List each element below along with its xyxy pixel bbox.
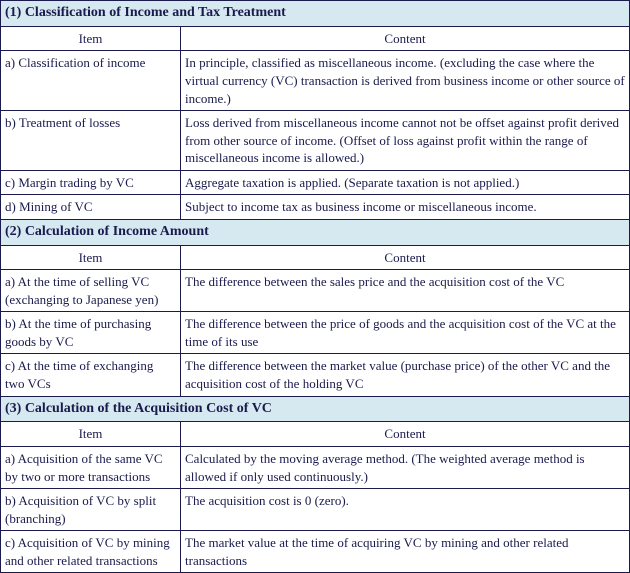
cell-content: Calculated by the moving average method.… — [181, 446, 630, 488]
table-row: a) At the time of selling VC (exchanging… — [1, 270, 630, 312]
cell-item: b) Acquisition of VC by split (branching… — [1, 489, 181, 531]
cell-content: The difference between the market value … — [181, 354, 630, 396]
col-header-content: Content — [181, 422, 630, 447]
cell-item: c) Acquisition of VC by mining and other… — [1, 531, 181, 573]
cell-content: The difference between the sales price a… — [181, 270, 630, 312]
col-header-content: Content — [181, 245, 630, 270]
cell-item: b) At the time of purchasing goods by VC — [1, 312, 181, 354]
column-header-row: Item Content — [1, 26, 630, 51]
table-row: c) Margin trading by VC Aggregate taxati… — [1, 170, 630, 195]
table-row: b) Acquisition of VC by split (branching… — [1, 489, 630, 531]
table-row: c) Acquisition of VC by mining and other… — [1, 531, 630, 573]
cell-item: c) At the time of exchanging two VCs — [1, 354, 181, 396]
cell-item: c) Margin trading by VC — [1, 170, 181, 195]
cell-item: a) Acquisition of the same VC by two or … — [1, 446, 181, 488]
section-header-row: (1) Classification of Income and Tax Tre… — [1, 1, 630, 27]
table-row: a) Classification of income In principle… — [1, 51, 630, 111]
col-header-item: Item — [1, 26, 181, 51]
cell-item: a) Classification of income — [1, 51, 181, 111]
cell-item: a) At the time of selling VC (exchanging… — [1, 270, 181, 312]
section-header-row: (3) Calculation of the Acquisition Cost … — [1, 396, 630, 422]
column-header-row: Item Content — [1, 245, 630, 270]
cell-content: The market value at the time of acquirin… — [181, 531, 630, 573]
table-row: d) Mining of VC Subject to income tax as… — [1, 195, 630, 220]
vc-tax-table: (1) Classification of Income and Tax Tre… — [0, 0, 630, 573]
col-header-content: Content — [181, 26, 630, 51]
cell-content: Loss derived from miscellaneous income c… — [181, 111, 630, 171]
cell-content: The acquisition cost is 0 (zero). — [181, 489, 630, 531]
cell-content: The difference between the price of good… — [181, 312, 630, 354]
table-row: b) Treatment of losses Loss derived from… — [1, 111, 630, 171]
section-title: (1) Classification of Income and Tax Tre… — [1, 1, 630, 27]
table-row: b) At the time of purchasing goods by VC… — [1, 312, 630, 354]
table-row: a) Acquisition of the same VC by two or … — [1, 446, 630, 488]
cell-content: Aggregate taxation is applied. (Separate… — [181, 170, 630, 195]
section-header-row: (2) Calculation of Income Amount — [1, 219, 630, 245]
section-title: (3) Calculation of the Acquisition Cost … — [1, 396, 630, 422]
col-header-item: Item — [1, 245, 181, 270]
cell-item: b) Treatment of losses — [1, 111, 181, 171]
cell-item: d) Mining of VC — [1, 195, 181, 220]
column-header-row: Item Content — [1, 422, 630, 447]
cell-content: Subject to income tax as business income… — [181, 195, 630, 220]
col-header-item: Item — [1, 422, 181, 447]
section-title: (2) Calculation of Income Amount — [1, 219, 630, 245]
cell-content: In principle, classified as miscellaneou… — [181, 51, 630, 111]
table-row: c) At the time of exchanging two VCs The… — [1, 354, 630, 396]
